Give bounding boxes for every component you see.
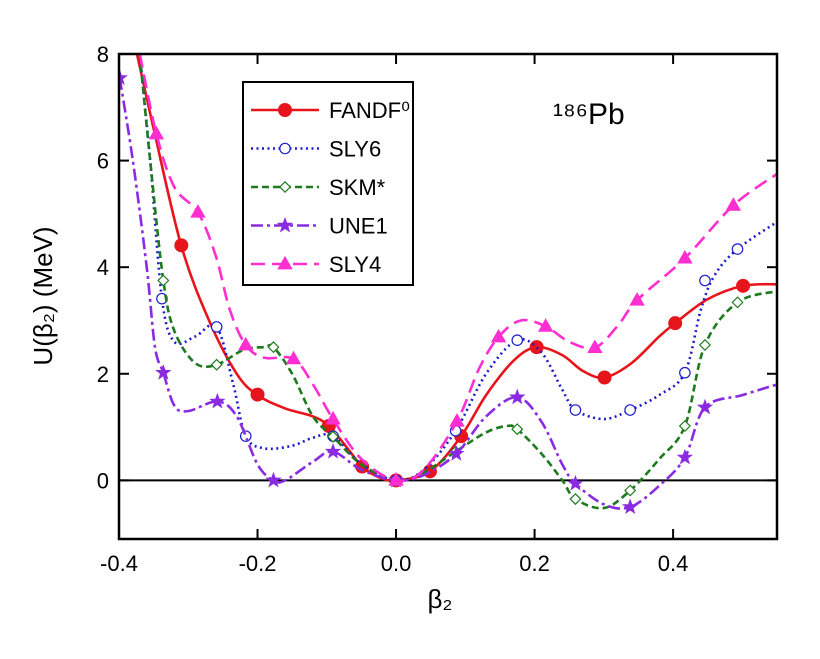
y-tick-label: 2 [97, 362, 109, 387]
marker [696, 398, 714, 415]
marker [629, 292, 645, 306]
marker [325, 410, 341, 425]
marker [569, 492, 582, 506]
marker [699, 274, 711, 287]
marker [731, 296, 744, 309]
marker [277, 255, 293, 270]
legend-label: SKM* [329, 175, 386, 200]
marker [210, 321, 223, 333]
x-axis-label: β₂ [427, 584, 452, 614]
x-tick-label: 0.2 [519, 551, 550, 576]
y-tick-label: 4 [97, 255, 109, 280]
marker [736, 278, 751, 293]
x-tick-label: -0.4 [100, 551, 138, 576]
marker [678, 419, 691, 433]
marker [676, 448, 694, 465]
series-line [138, 54, 777, 483]
marker [725, 197, 742, 211]
marker [190, 204, 206, 218]
annotation: ¹⁸⁶Pb [553, 98, 625, 131]
marker [597, 370, 612, 385]
marker [239, 430, 252, 442]
marker [511, 334, 524, 347]
marker [265, 471, 282, 488]
marker [624, 484, 637, 497]
series-line [138, 54, 777, 510]
marker [157, 274, 170, 287]
marker [267, 341, 280, 354]
marker [155, 364, 172, 380]
y-tick-label: 0 [97, 468, 109, 493]
marker [276, 216, 294, 233]
series-line [119, 77, 777, 510]
axes: -0.4 -0.2 0.0 0.2 0.4 0 2 4 6 8 [97, 42, 779, 576]
marker [448, 445, 465, 461]
marker [324, 442, 342, 459]
marker [209, 392, 226, 409]
marker [569, 404, 582, 416]
y-tick-label: 8 [97, 42, 109, 67]
marker [250, 387, 265, 402]
marker [537, 318, 554, 332]
marker [279, 142, 291, 155]
marker [679, 366, 691, 379]
marker [278, 103, 292, 117]
marker [210, 358, 223, 371]
x-tick-label: 0.0 [381, 551, 412, 576]
series-line [138, 54, 777, 482]
marker [587, 339, 603, 354]
plot-frame [117, 52, 779, 541]
marker [278, 180, 292, 194]
marker [624, 404, 636, 416]
marker [238, 336, 254, 351]
x-tick-label: -0.2 [239, 551, 277, 576]
marker [449, 413, 465, 427]
legend-label: SLY4 [329, 252, 381, 277]
y-tick-label: 6 [97, 149, 109, 174]
marker [388, 472, 404, 486]
marker [698, 338, 712, 352]
y-axis-label: U(β₂) (MeV) [28, 226, 58, 365]
marker [621, 498, 639, 515]
x-tick-label: 0.4 [658, 551, 689, 576]
marker [567, 474, 584, 491]
legend-label: UNE1 [329, 214, 388, 239]
marker [326, 430, 340, 443]
marker [509, 388, 526, 405]
marker [148, 125, 165, 140]
marker [511, 423, 524, 436]
legend: FANDF⁰ SLY6 SKM* UNE1 SLY4 [242, 81, 414, 286]
marker [677, 249, 693, 264]
plot-area [119, 54, 777, 515]
marker [174, 238, 189, 253]
marker [668, 316, 683, 331]
legend-label: FANDF⁰ [329, 98, 410, 123]
marker [285, 350, 302, 365]
legend-box [242, 81, 414, 286]
marker [731, 243, 744, 255]
legend-label: SLY6 [329, 137, 381, 162]
marker [490, 328, 507, 343]
marker [449, 425, 462, 437]
